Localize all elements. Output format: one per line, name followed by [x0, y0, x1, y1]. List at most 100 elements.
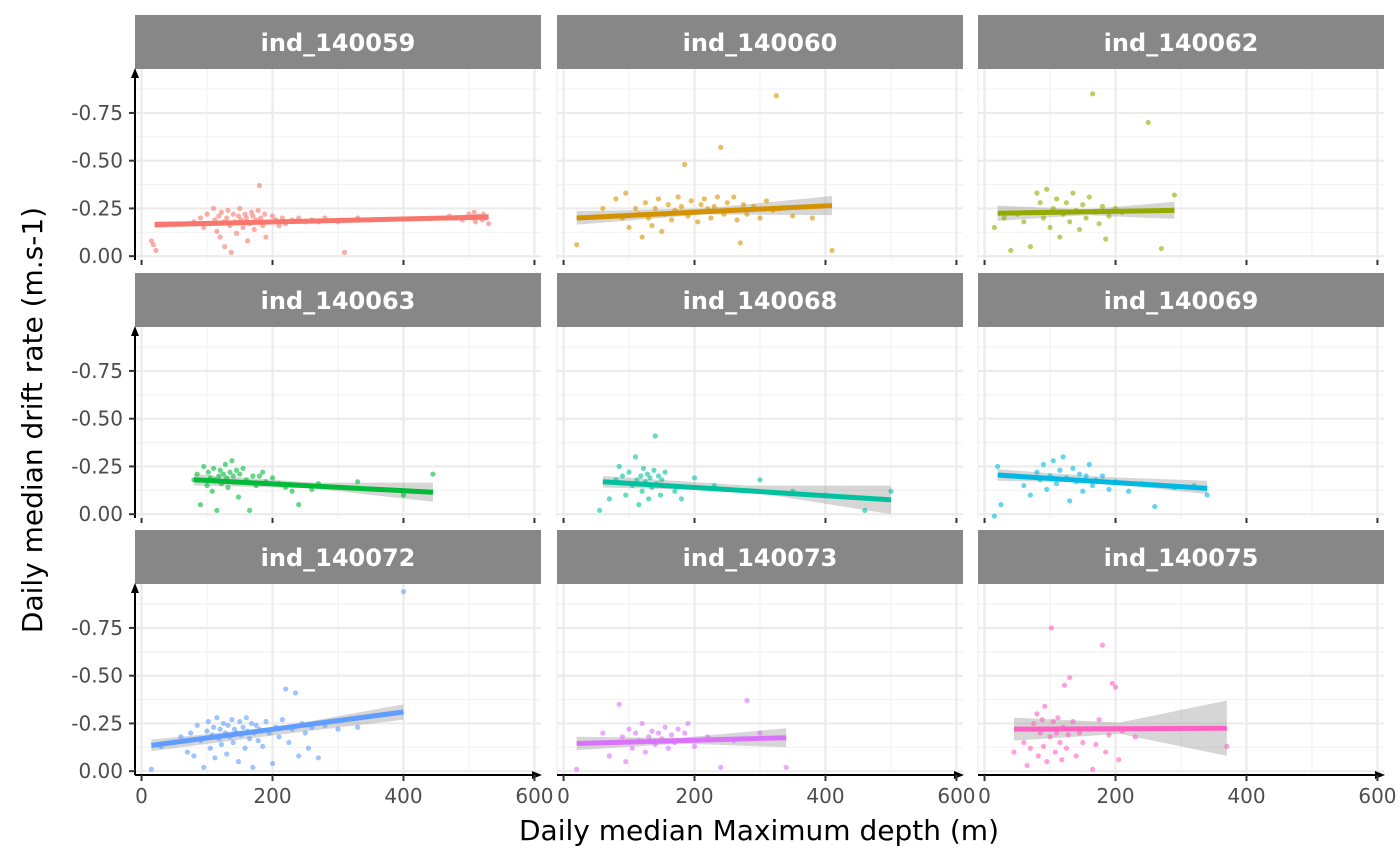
data-point: [400, 492, 407, 498]
data-point: [260, 743, 266, 749]
data-point: [744, 211, 750, 217]
data-point: [682, 730, 688, 736]
data-point: [632, 205, 639, 212]
facet-strip-label: ind_140068: [683, 287, 838, 315]
data-point: [651, 467, 657, 473]
data-point: [1057, 467, 1063, 473]
facet-panel: ind_140075 0 200 400 600: [977, 530, 1397, 808]
data-point: [665, 745, 671, 751]
data-point: [649, 728, 655, 734]
data-point: [205, 469, 211, 475]
facet-panel: ind_140072 -0.75 -0.50 -0.25 0.00 0 200 400 600: [71, 530, 554, 808]
data-point: [269, 475, 276, 481]
facet-strip: [978, 273, 1384, 327]
data-point: [1001, 215, 1007, 221]
data-point: [1086, 194, 1092, 200]
data-point: [1096, 221, 1102, 227]
data-point: [1021, 219, 1027, 225]
data-point: [178, 734, 184, 740]
fit-line: [997, 472, 1208, 491]
facet-strip: [978, 15, 1384, 69]
x-axis-title: Daily median Maximum depth (m): [519, 814, 999, 847]
data-point: [210, 465, 217, 471]
data-point: [289, 488, 295, 494]
y-tick-label: -0.50: [71, 407, 123, 431]
data-point: [214, 228, 220, 234]
data-point: [644, 471, 650, 477]
data-point: [1034, 190, 1040, 196]
data-point: [626, 469, 632, 475]
data-point: [256, 182, 263, 189]
y-tick-label: 0.00: [78, 502, 123, 526]
data-point: [623, 759, 629, 765]
data-point: [255, 738, 261, 744]
data-point: [574, 766, 580, 772]
data-point: [668, 217, 675, 223]
data-point: [1224, 743, 1230, 749]
data-point: [1053, 481, 1060, 487]
y-tick-label: -0.25: [71, 711, 123, 735]
facet-strip-label: ind_140075: [1104, 544, 1259, 572]
y-tick-label: -0.50: [71, 149, 123, 173]
data-point: [659, 477, 665, 483]
data-point: [148, 238, 154, 244]
data-point: [217, 467, 223, 473]
fit-line: [1014, 725, 1227, 732]
data-point: [1035, 753, 1041, 759]
data-point: [148, 766, 154, 772]
data-point: [691, 475, 698, 481]
data-point: [237, 205, 243, 212]
data-point: [1063, 745, 1070, 751]
facet-strip: [978, 530, 1384, 584]
data-point: [250, 213, 256, 219]
data-point: [1060, 454, 1066, 460]
data-point: [649, 223, 655, 229]
data-point: [616, 701, 622, 707]
data-point: [233, 467, 240, 473]
facet-strip-label: ind_140073: [683, 544, 838, 572]
data-point: [1034, 469, 1040, 475]
facet-strip: [135, 530, 541, 584]
data-point: [231, 726, 238, 732]
data-point: [1047, 224, 1053, 231]
x-tick-label: 600: [937, 784, 975, 808]
data-point: [655, 730, 662, 736]
data-point: [606, 753, 612, 759]
facet-strip-label: ind_140060: [683, 29, 838, 57]
data-point: [220, 720, 227, 727]
data-point: [1034, 711, 1040, 717]
data-point: [1083, 215, 1089, 221]
data-point: [315, 755, 321, 761]
data-point: [652, 205, 658, 212]
data-point: [619, 473, 626, 479]
data-point: [629, 745, 635, 751]
data-point: [227, 469, 233, 475]
data-point: [1076, 226, 1083, 233]
data-point: [1073, 753, 1079, 759]
facet-strip: [557, 15, 963, 69]
data-point: [809, 215, 815, 221]
x-tick-label: 600: [515, 784, 553, 808]
data-point: [731, 194, 737, 200]
data-point: [1057, 739, 1063, 746]
facet-panel: ind_140060: [556, 15, 963, 265]
data-point: [662, 469, 668, 475]
facet-strip: [135, 15, 541, 69]
data-point: [1089, 91, 1096, 97]
data-point: [632, 454, 639, 460]
data-point: [217, 726, 223, 732]
data-point: [642, 200, 649, 206]
data-point: [204, 728, 210, 734]
data-point: [335, 726, 341, 732]
data-point: [228, 249, 234, 255]
data-point: [691, 743, 698, 749]
data-point: [212, 755, 218, 761]
data-point: [209, 488, 215, 494]
data-point: [214, 715, 220, 721]
data-point: [246, 507, 253, 513]
data-point: [262, 211, 268, 217]
data-point: [1089, 766, 1096, 772]
data-point: [218, 741, 225, 748]
data-point: [302, 730, 308, 736]
x-tick-label: 200: [253, 784, 291, 808]
